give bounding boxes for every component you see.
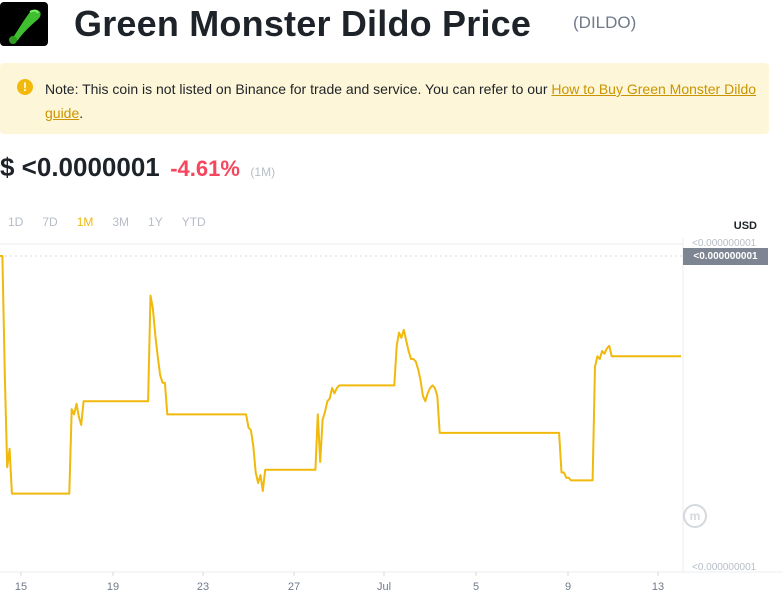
tab-7d[interactable]: 7D: [42, 215, 58, 229]
tab-3m[interactable]: 3M: [112, 215, 130, 229]
x-tick-label: 15: [14, 581, 28, 593]
ticker-symbol: (DILDO): [573, 13, 637, 32]
price-chart[interactable]: [0, 238, 783, 599]
y-label-top: <0.000000001: [692, 238, 757, 249]
tab-1d[interactable]: 1D: [8, 215, 24, 229]
x-tick-label: 19: [106, 581, 120, 593]
change-period: (1M): [250, 165, 276, 179]
x-tick-label: 13: [651, 581, 665, 593]
price-series-line: [0, 255, 681, 495]
x-tick-label: 27: [287, 581, 301, 593]
page-title: Green Monster Dildo Price: [74, 3, 532, 44]
green-coin-logo-icon: [0, 2, 48, 46]
tab-1y[interactable]: 1Y: [148, 215, 163, 229]
how-to-buy-guide-link[interactable]: How to Buy Green Monster Dildo guide: [45, 81, 757, 121]
tab-1m[interactable]: 1M: [76, 215, 94, 229]
currency-label: USD: [733, 220, 757, 232]
notice-text-after: .: [79, 105, 84, 121]
price-row: $ <0.0000001 -4.61% (1M): [0, 152, 275, 188]
price-change: -4.61%: [170, 156, 240, 181]
notice-text: Note: This coin is not listed on Binance…: [45, 77, 760, 125]
time-range-tabs: 1D 7D 1M 3M 1Y YTD: [8, 215, 225, 229]
coinmarketcap-watermark-icon: m: [683, 504, 707, 528]
current-price: $ <0.0000001: [0, 152, 160, 182]
x-tick-label: 23: [196, 581, 210, 593]
current-price-tag: <0.000000001: [683, 248, 768, 265]
tab-ytd[interactable]: YTD: [181, 215, 206, 229]
x-tick-label: Jul: [376, 581, 392, 593]
y-label-bottom: <0.000000001: [692, 562, 757, 573]
exclamation-icon: !: [17, 79, 33, 95]
notice-text-before: Note: This coin is not listed on Binance…: [45, 81, 552, 97]
x-tick-label: 5: [472, 581, 480, 593]
notice-banner: [0, 63, 769, 134]
page-header: Green Monster Dildo Price (DILDO): [0, 0, 783, 52]
x-tick-label: 9: [564, 581, 572, 593]
